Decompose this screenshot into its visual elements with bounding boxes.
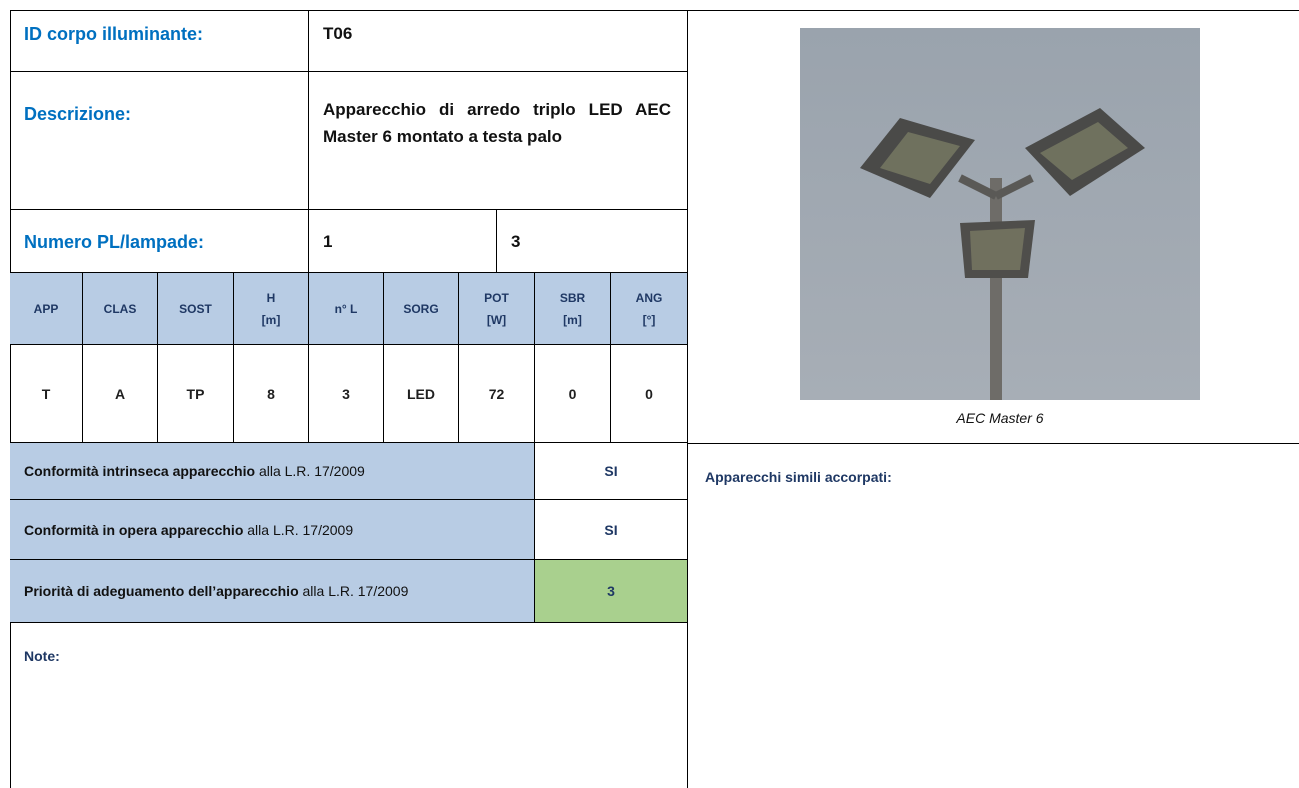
label-bold: Conformità intrinseca apparecchio <box>24 463 256 479</box>
compliance-label: Conformità intrinseca apparecchio alla L… <box>10 443 535 500</box>
label-rest: alla L.R. 17/2009 <box>247 521 354 538</box>
compliance-value: SI <box>535 443 688 500</box>
table-cell: T <box>10 345 83 443</box>
notes-right-border <box>687 623 688 788</box>
column-header: CLAS <box>83 273 158 345</box>
column-header: H [m] <box>234 273 309 345</box>
label-rest: alla L.R. 17/2009 <box>258 463 365 479</box>
description-label: Descrizione: <box>10 72 309 210</box>
column-header: SORG <box>384 273 459 345</box>
table-cell: 3 <box>309 345 384 443</box>
left-border <box>10 10 11 788</box>
photo <box>800 28 1200 400</box>
table-cell: 8 <box>234 345 309 443</box>
similar-label: Apparecchi simili accorpati: <box>705 469 892 485</box>
column-header: ANG [°] <box>611 273 688 345</box>
label-rest: alla L.R. 17/2009 <box>302 583 409 599</box>
table-cell: A <box>83 345 158 443</box>
top-rule <box>10 10 1299 11</box>
count-label: Numero PL/lampade: <box>10 210 309 273</box>
table-cell: TP <box>158 345 234 443</box>
count-lamps: 3 <box>497 210 688 273</box>
table-cell: LED <box>384 345 459 443</box>
column-header: POT [W] <box>459 273 535 345</box>
table-cell: 0 <box>611 345 688 443</box>
compliance-label: Conformità in opera apparecchio alla L.R… <box>10 500 535 560</box>
table-cell: 72 <box>459 345 535 443</box>
column-header: SBR [m] <box>535 273 611 345</box>
compliance-label: Priorità di adeguamento dell’apparecchio… <box>10 560 535 623</box>
id-label: ID corpo illuminante: <box>10 10 309 72</box>
count-pl: 1 <box>309 210 497 273</box>
table-cell: 0 <box>535 345 611 443</box>
id-value: T06 <box>309 10 688 72</box>
column-header: n° L <box>309 273 384 345</box>
label-bold: Conformità in opera apparecchio <box>24 521 244 538</box>
column-header: SOST <box>158 273 234 345</box>
priority-value: 3 <box>535 560 688 623</box>
notes-label: Note: <box>24 648 60 664</box>
description: Apparecchio di arredo triplo LED AEC Mas… <box>309 72 688 210</box>
column-header: APP <box>10 273 83 345</box>
compliance-value: SI <box>535 500 688 560</box>
label-bold: Priorità di adeguamento dell’apparecchio <box>24 583 299 599</box>
mid-rule <box>688 443 1299 444</box>
photo-caption: AEC Master 6 <box>956 410 1044 426</box>
